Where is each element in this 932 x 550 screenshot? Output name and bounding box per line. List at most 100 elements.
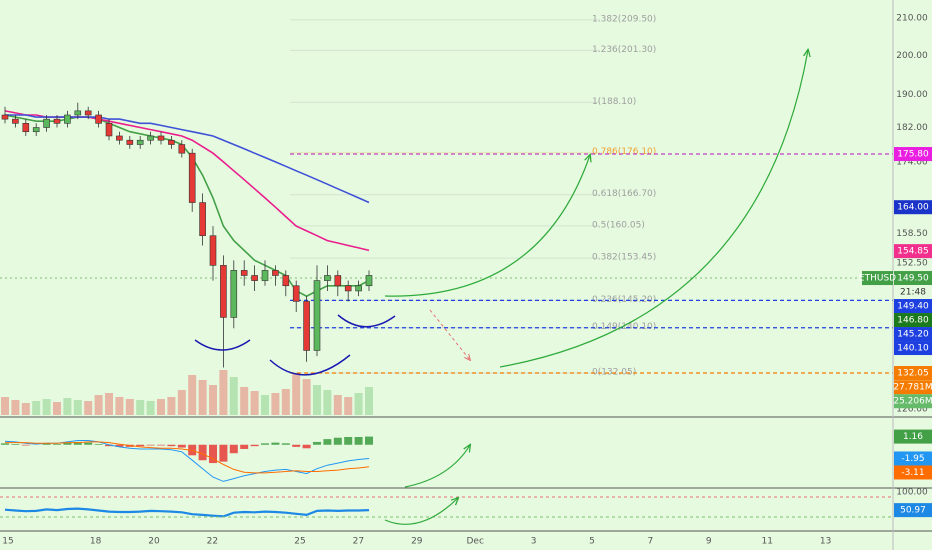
volume-bar — [302, 379, 311, 415]
y-tick-label: 210.00 — [896, 14, 928, 24]
candle-body — [12, 118, 19, 124]
volume-bar — [84, 401, 93, 415]
macd-histogram-bar — [250, 444, 259, 447]
volume-bar — [188, 375, 197, 415]
y-tick-label: 126.00 — [896, 404, 928, 414]
volume-bar — [209, 385, 217, 415]
macd-histogram-bar — [198, 444, 207, 461]
candle-body — [22, 123, 30, 133]
symbol-label: ETHUSD — [859, 274, 896, 284]
candle-body — [136, 139, 144, 145]
candle-body — [344, 285, 352, 292]
volume-bar — [292, 373, 301, 415]
price-badge-label: -1.95 — [901, 454, 924, 464]
candle-body — [199, 202, 206, 237]
candle-body — [209, 235, 217, 266]
macd-histogram-bar — [157, 444, 165, 446]
volume-bar — [53, 402, 61, 415]
candle-body — [64, 114, 71, 124]
x-tick-label: Dec — [466, 537, 483, 547]
volume-bar — [167, 397, 176, 415]
candle-body — [282, 275, 290, 287]
volume-bar — [1, 397, 9, 415]
price-badge — [894, 147, 932, 162]
macd-histogram-bar — [167, 444, 176, 447]
x-tick-label: 20 — [148, 537, 160, 547]
candle-body — [230, 270, 238, 318]
volume-bar — [11, 400, 20, 415]
pattern-arc — [269, 354, 351, 376]
y-tick-label: 182.00 — [896, 123, 928, 133]
macd-histogram-bar — [365, 436, 373, 445]
x-tick-label: 7 — [648, 537, 654, 547]
signal-line — [5, 441, 370, 474]
price-badge-label: 27.781M — [893, 383, 932, 393]
macd-histogram-bar — [240, 444, 249, 449]
volume-bar — [94, 395, 103, 415]
fib-label: 0.382(153.45) — [592, 253, 656, 263]
price-badge-label: 154.85 — [897, 247, 929, 257]
rsi-tick-label: 100.00 — [896, 487, 928, 497]
candle-body — [303, 301, 310, 351]
volume-bar — [281, 389, 290, 415]
y-tick-label: 158.50 — [896, 229, 928, 239]
fib-label: 1.236(201.30) — [592, 45, 656, 55]
candle-body — [84, 110, 92, 116]
x-tick-label: 13 — [820, 537, 831, 547]
price-badge-label: 145.20 — [897, 330, 929, 340]
macd-histogram-bar — [323, 439, 332, 445]
rsi-line — [4, 507, 370, 518]
price-badge — [894, 366, 932, 381]
y-tick-label: 152.50 — [896, 258, 928, 268]
x-tick-label: 9 — [706, 537, 712, 547]
macd-histogram-bar — [313, 441, 321, 445]
candle-body — [157, 135, 165, 141]
countdown-label: 21:48 — [900, 288, 926, 298]
fib-label: 0.618(166.70) — [592, 189, 656, 199]
price-badge-label: 146.80 — [897, 316, 929, 326]
volume-bar — [229, 377, 238, 415]
macd-histogram-bar — [115, 444, 124, 447]
fib-label: 1(188.10) — [592, 97, 636, 107]
volume-bar — [250, 391, 259, 415]
x-tick-label: 27 — [353, 537, 364, 547]
price-badge-label: 149.50 — [897, 274, 929, 284]
y-tick-label: 190.00 — [896, 90, 928, 100]
pattern-arc — [194, 339, 251, 351]
candle-body — [43, 118, 50, 128]
volume-bar — [333, 395, 342, 415]
fib-label: 0.5(160.05) — [592, 220, 645, 230]
price-badge — [894, 503, 932, 518]
macd-histogram-bar — [84, 442, 93, 445]
macd-histogram-bar — [281, 443, 290, 445]
candle-body — [168, 139, 175, 145]
x-tick-label: 25 — [294, 537, 305, 547]
candle-body — [105, 123, 113, 137]
candle-body — [147, 135, 154, 141]
price-badge — [894, 429, 932, 444]
price-badge-label: 132.05 — [897, 369, 929, 379]
candle-body — [334, 275, 342, 287]
candle-body — [313, 280, 321, 351]
x-tick-label: 29 — [411, 537, 423, 547]
candle-body — [355, 285, 362, 292]
volume-bar — [365, 387, 373, 415]
candle-body — [74, 110, 82, 116]
macd-histogram-bar — [302, 444, 311, 449]
price-badge-label: -3.11 — [901, 468, 924, 478]
rsi-arrow — [384, 498, 458, 525]
fib-label: 0.149(140.10) — [592, 322, 656, 332]
macd-histogram-bar — [177, 444, 186, 448]
macd-histogram-bar — [229, 444, 238, 454]
macd-histogram-bar — [136, 444, 145, 447]
projection-arrow — [499, 50, 808, 368]
price-badge-label: 149.40 — [897, 302, 929, 312]
x-tick-label: 3 — [531, 537, 537, 547]
price-badge — [894, 299, 932, 314]
x-tick-label: 22 — [207, 537, 218, 547]
price-badge — [894, 271, 932, 286]
candle-body — [95, 114, 102, 124]
volume-bar — [344, 397, 353, 415]
volume-bar — [240, 387, 249, 415]
